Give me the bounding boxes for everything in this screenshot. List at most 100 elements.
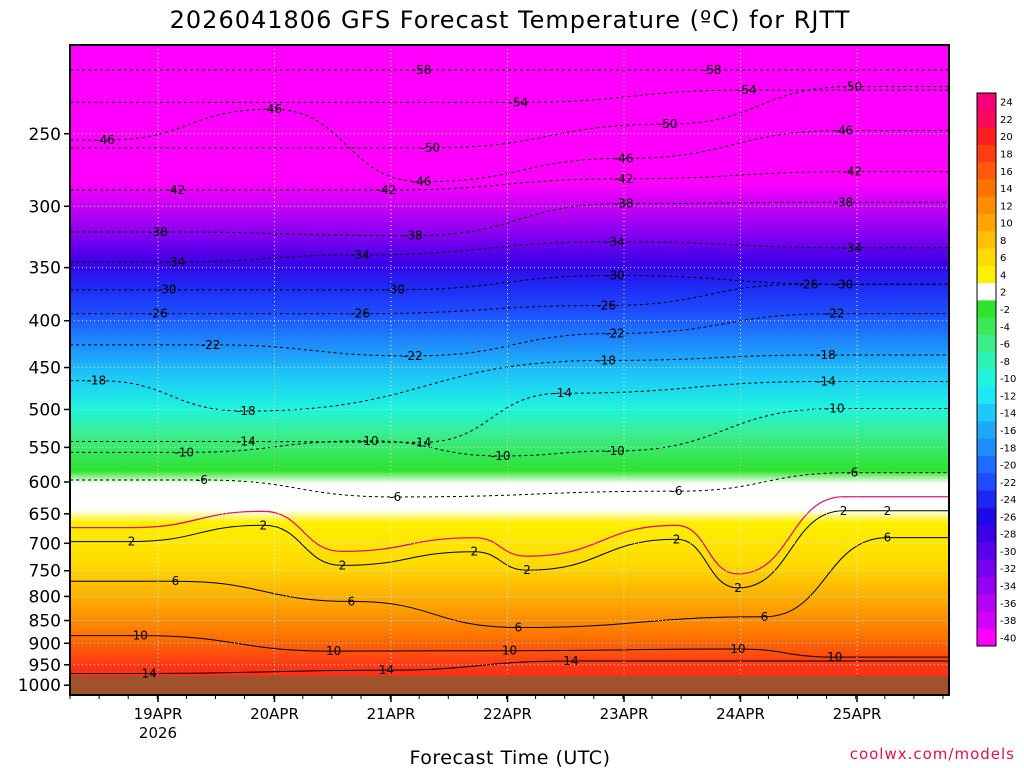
x-tick-label: 19APR [134,705,183,723]
colorbar-swatch [977,507,996,526]
contour-label: 2 [673,532,681,546]
contour-label: -14 [552,386,572,400]
x-tick-label: 20APR [250,705,299,723]
contour-label: -42 [166,183,186,197]
contour-label: 14 [563,654,578,668]
contour-line [70,86,949,149]
colorbar-swatch [977,438,996,457]
colorbar-label: -14 [1000,409,1016,420]
contour-label: 6 [172,574,180,588]
contour-label: -30 [605,268,625,282]
colorbar-label: 8 [1000,236,1006,247]
colorbar-label: -38 [1000,616,1016,627]
contour-label: -26 [596,299,616,313]
colorbar-label: -34 [1000,582,1016,593]
colorbar-swatch [977,213,996,232]
colorbar-swatch [977,352,996,370]
contour-label: -6 [389,490,401,504]
x-year-label: 2026 [139,724,177,742]
chart-title: 2026041806 GFS Forecast Temperature (ºC)… [170,6,851,34]
x-tick-label: 24APR [716,705,765,723]
colorbar-label: 14 [1000,184,1013,195]
contour-label: 2 [471,545,479,559]
colorbar-swatch [977,144,996,163]
contour-label: -6 [846,466,858,480]
contour-line [70,660,949,674]
contour-label: -22 [201,338,221,352]
contour-label: -38 [148,225,168,239]
colorbar-label: -20 [1000,461,1016,472]
contour-label: 2 [260,518,268,532]
contour-label: -34 [605,235,625,249]
x-axis-label: Forecast Time (UTC) [410,747,611,768]
contour-label: -6 [196,473,208,487]
contour-line [70,283,949,315]
colorbar-swatch [977,300,996,319]
contour-label: -30 [157,283,177,297]
contour-line [70,313,949,357]
colorbar-label: -12 [1000,391,1016,402]
colorbar-swatch [977,576,996,595]
colorbar-label: -18 [1000,443,1016,454]
contour-label: -10 [825,402,845,416]
colorbar-swatch [977,404,996,422]
contour-line [70,201,949,237]
y-tick-label: 850 [29,612,61,632]
contour-label: -18 [236,404,256,418]
contour-label: -26 [799,277,819,291]
plot-frame [69,44,950,696]
colorbar-swatch [977,231,996,250]
contour-label: -30 [385,283,405,297]
y-tick-label: 1000 [18,676,61,696]
contour-line [70,241,949,263]
contour-label: -22 [403,349,423,363]
colorbar-swatch [977,162,996,180]
contour-label: -22 [825,307,845,321]
contour-label: -42 [614,172,634,186]
contour-label: -50 [843,80,863,94]
colorbar-label: -36 [1000,599,1016,610]
colorbar-swatch [977,110,996,129]
colorbar-swatch [977,317,996,336]
contour-label: -18 [816,348,836,362]
contour-label: 10 [827,650,842,664]
colorbar-label: -8 [1000,357,1010,368]
colorbar-label: -28 [1000,530,1016,541]
colorbar-swatch [977,473,996,491]
colorbar-label: 18 [1000,149,1013,160]
colorbar-label: 6 [1000,253,1006,264]
colorbar-label: -22 [1000,478,1016,489]
y-axis: 2503003504004505005506006507007508008509… [18,125,70,696]
colorbar-label: -2 [1000,305,1010,316]
credit-text: coolwx.com/models [850,745,1015,763]
contour-label: -34 [166,255,186,269]
contour-label: 10 [133,629,148,643]
contour-label: 14 [379,663,394,677]
contour-label: -26 [148,307,168,321]
contour-label: -6 [671,484,683,498]
contour-label: -58 [412,63,432,77]
colorbar-swatch [977,628,996,647]
colorbar-label: -16 [1000,426,1016,437]
colorbar-swatch [977,525,996,543]
contour-label: 10 [326,644,341,658]
contour-label: 2 [884,504,892,518]
colorbar-label: -6 [1000,340,1010,351]
contour-line [70,89,949,103]
contour-label: -26 [350,307,370,321]
y-tick-label: 700 [29,534,61,554]
contour-label: -46 [614,151,634,165]
contour-label: 6 [761,610,769,624]
contour-label: -38 [614,197,634,211]
contour-label: -46 [95,133,115,147]
contour-label: -18 [596,353,616,367]
y-tick-label: 250 [29,125,61,145]
ground-band [70,676,949,695]
colorbar-swatch [977,559,996,578]
contour-label: -10 [174,445,194,459]
contour-label: -34 [843,241,863,255]
colorbar-swatch [977,179,996,198]
contour-label: 2 [734,581,742,595]
x-tick-label: 21APR [367,705,416,723]
colorbar-swatch [977,248,996,267]
